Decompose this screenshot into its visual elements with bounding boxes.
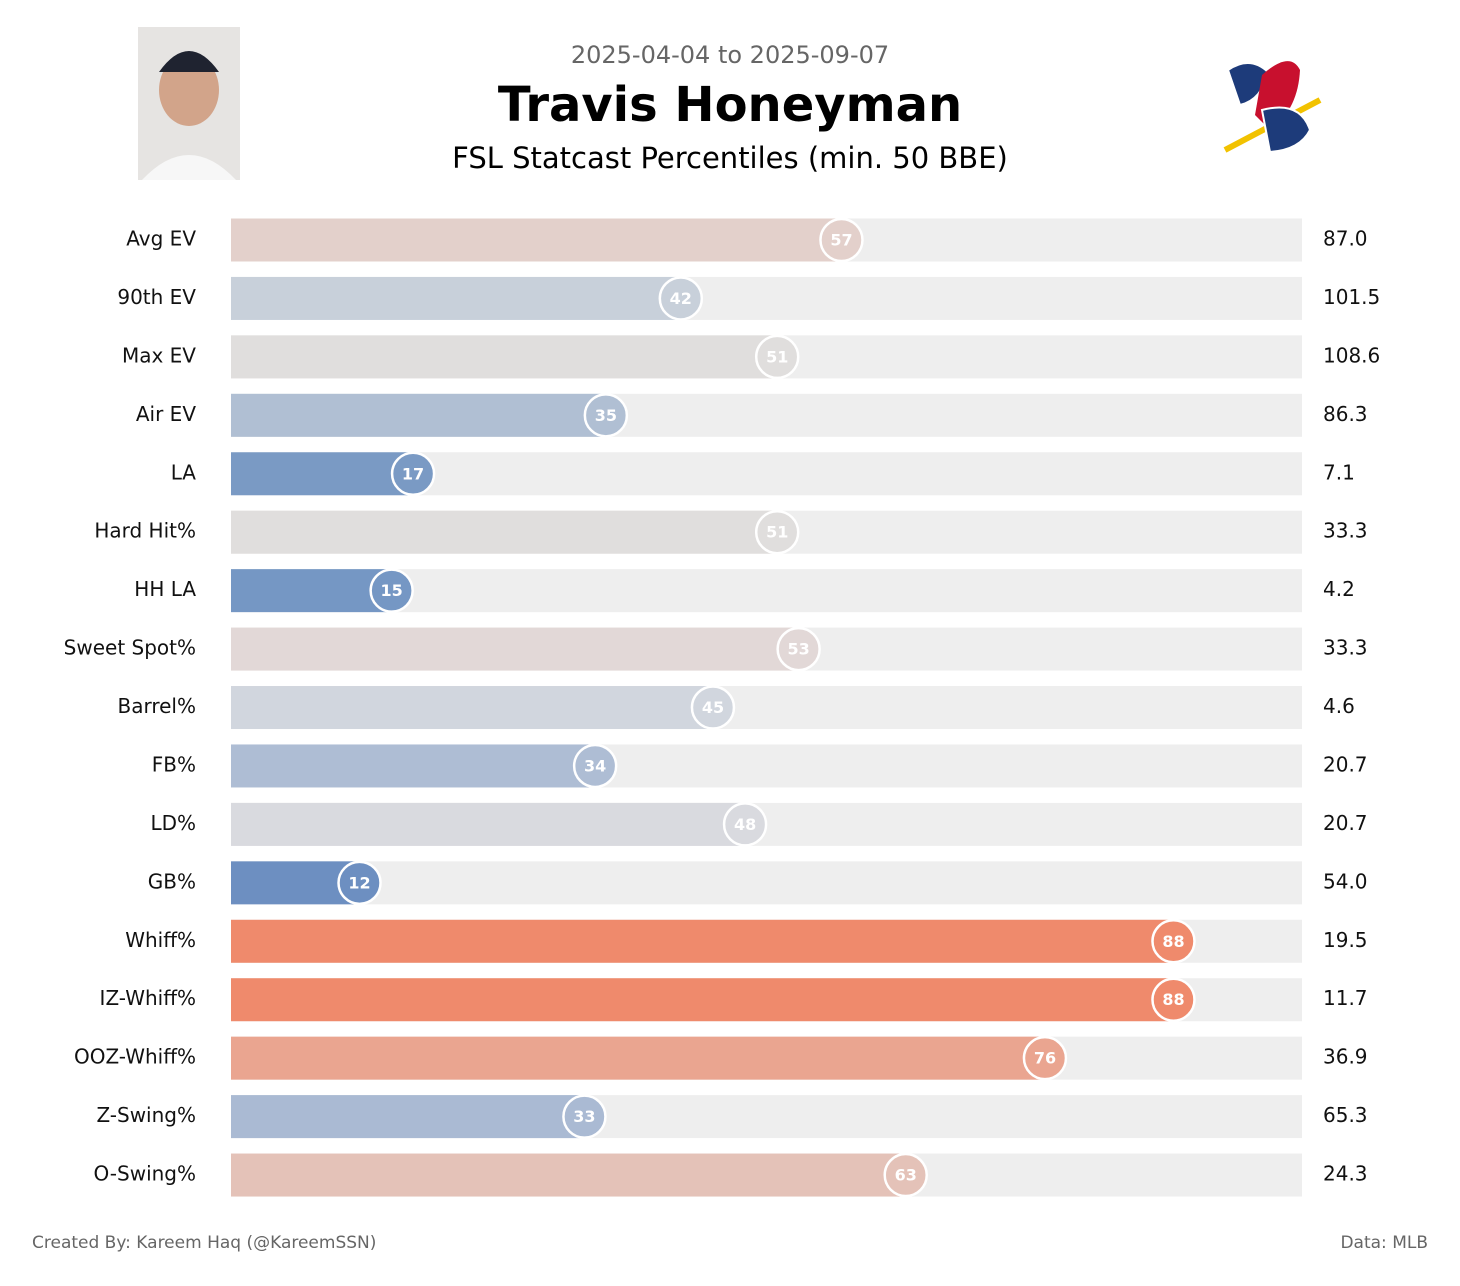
stat-label: 36.9 [1323,1045,1368,1069]
row-label: Z-Swing% [96,1103,196,1127]
percentile-label: 88 [1162,990,1184,1009]
stat-label: 20.7 [1323,752,1368,776]
stat-label: 101.5 [1323,285,1380,309]
percentile-marker [1022,1035,1068,1081]
percentile-label: 35 [595,406,617,425]
stat-label: 11.7 [1323,986,1368,1010]
stat-label: 108.6 [1323,343,1380,367]
percentile-marker [337,860,382,906]
percentile-label: 57 [830,231,852,250]
percentile-marker [819,217,864,263]
row-label: HH LA [134,577,196,601]
stat-label: 87.0 [1323,227,1368,251]
stat-label: 33.3 [1323,519,1368,543]
percentile-label: 76 [1034,1049,1056,1068]
track [231,861,1302,905]
row-label: Avg EV [126,227,196,251]
percentile-label: 51 [766,523,788,542]
percentile-marker [369,568,414,613]
percentile-label: 45 [702,698,724,717]
bar [231,393,606,437]
photo-cap [159,51,219,72]
percentile-label: 17 [402,464,424,483]
percentile-marker [583,393,629,438]
stat-label: 7.1 [1323,460,1355,484]
stat-label: 24.3 [1323,1162,1368,1186]
stat-label: 4.6 [1323,694,1355,718]
percentile-label: 63 [895,1166,917,1185]
row-label: OOZ-Whiff% [74,1045,196,1069]
percentile-label: 48 [734,815,756,834]
row-label: O-Swing% [94,1162,197,1186]
stat-label: 86.3 [1323,402,1368,426]
bar [231,335,778,379]
percentile-marker [776,626,821,672]
percentile-marker [658,276,704,321]
row-label: IZ-Whiff% [100,986,196,1010]
row-label: LA [171,460,197,484]
row-label: Hard Hit% [94,519,196,543]
row-label: FB% [152,752,196,776]
percentile-label: 34 [584,756,606,775]
row-label: Whiff% [125,928,196,952]
percentile-label: 12 [348,873,370,892]
percentile-label: 33 [573,1107,595,1126]
percentile-label: 53 [787,640,809,659]
percentile-marker [562,1094,607,1139]
stat-label: 19.5 [1323,928,1368,952]
percentile-marker [690,685,736,730]
percentile-marker [722,802,768,847]
percentile-marker [754,509,800,555]
row-label: LD% [150,811,196,835]
bar [231,1095,585,1139]
percentile-marker [1151,919,1196,964]
bar [231,919,1174,963]
photo-shirt [142,155,236,180]
bar [231,978,1174,1022]
percentile-label: 88 [1162,932,1184,951]
percentile-marker [754,334,800,380]
bar [231,1036,1045,1080]
footer-source: Data: MLB [1340,1233,1428,1253]
team-logo [1223,61,1322,154]
footer-credit: Created By: Kareem Haq (@KareemSSN) [32,1233,376,1253]
bar [231,218,842,262]
stat-label: 20.7 [1323,811,1368,835]
stat-label: 65.3 [1323,1103,1368,1127]
bar [231,802,746,846]
bar [231,569,392,613]
bar [231,1153,906,1197]
bar [231,627,799,671]
bar [231,510,778,554]
percentile-label: 15 [381,581,403,600]
row-label: Barrel% [118,694,197,718]
row-label: Max EV [122,343,196,367]
percentile-marker [572,743,618,789]
stat-label: 4.2 [1323,577,1355,601]
row-label: 90th EV [117,285,196,309]
percentile-marker [1151,977,1196,1022]
bar [231,744,596,788]
percentile-label: 51 [766,347,788,366]
stat-label: 54.0 [1323,869,1368,893]
row-label: GB% [148,869,196,893]
chart-title: Travis Honeyman [498,77,962,133]
bar [231,452,414,496]
row-label: Sweet Spot% [64,636,196,660]
chart-subtitle: FSL Statcast Percentiles (min. 50 BBE) [452,141,1008,175]
bar [231,686,713,730]
stat-label: 33.3 [1323,636,1368,660]
percentile-label: 42 [670,289,692,308]
bar [231,276,681,320]
row-label: Air EV [136,402,196,426]
percentile-marker [390,451,436,497]
percentile-marker [883,1152,928,1198]
date-range: 2025-04-04 to 2025-09-07 [571,41,889,69]
